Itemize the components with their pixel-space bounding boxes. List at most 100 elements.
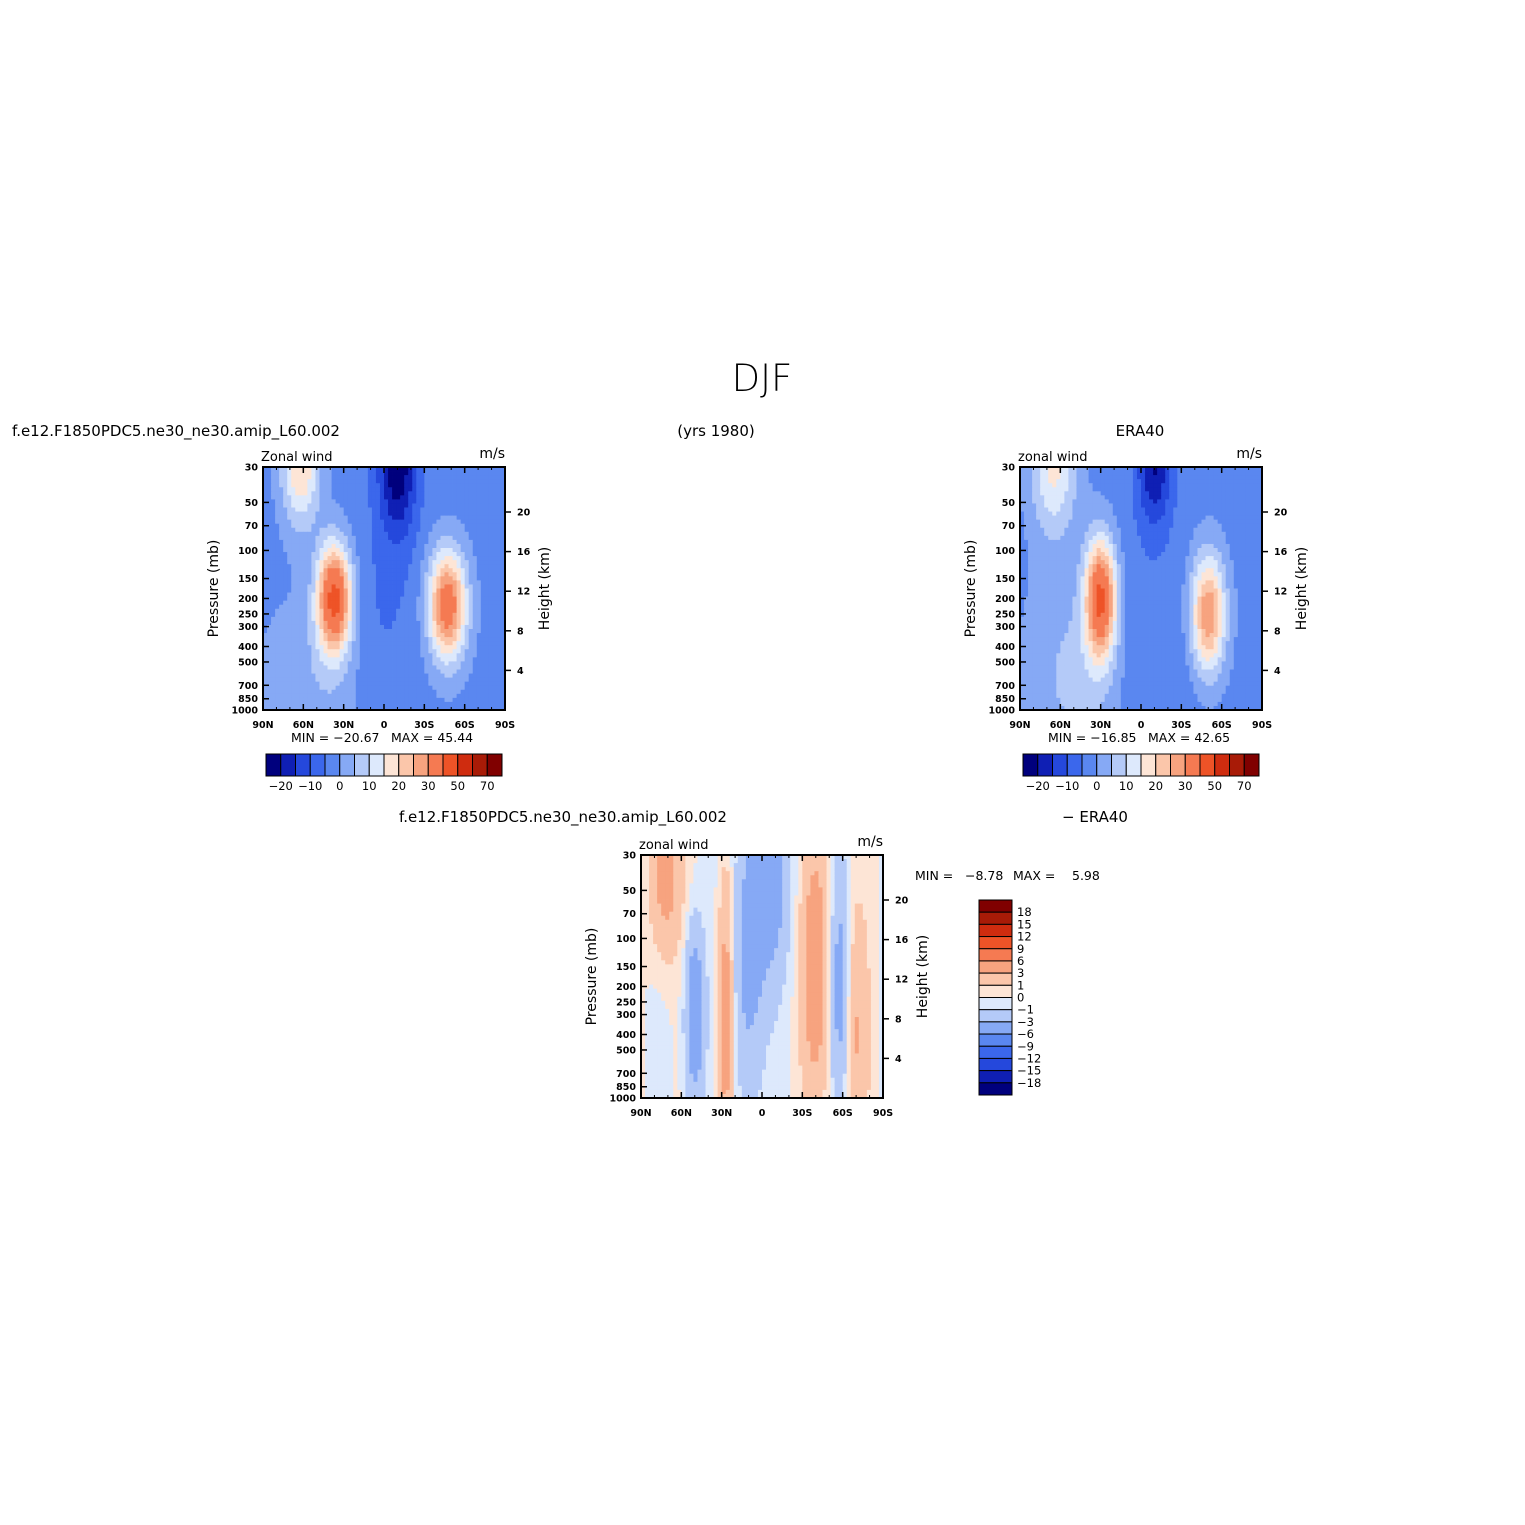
colorbar-swatch: [383, 753, 400, 777]
heatmap-cell: [295, 677, 300, 683]
heatmap-cell: [359, 523, 365, 529]
heatmap-cell: [476, 503, 482, 508]
height-tick-label: 4: [517, 666, 524, 677]
heatmap-cell: [1076, 475, 1081, 480]
heatmap-cell: [295, 483, 300, 488]
heatmap-cell: [335, 669, 341, 674]
heatmap-cell: [279, 604, 284, 610]
heatmap-cell: [424, 592, 429, 597]
heatmap-cell: [303, 552, 308, 557]
heatmap-cell: [291, 556, 296, 561]
heatmap-cell: [488, 499, 494, 504]
heatmap-cell: [408, 543, 413, 549]
heatmap-cell: [267, 596, 272, 602]
heatmap-cell: [456, 592, 462, 597]
heatmap-cell: [1084, 527, 1089, 533]
heatmap-cell: [1104, 527, 1110, 533]
heatmap-cell: [1189, 523, 1194, 529]
heatmap-cell: [460, 689, 466, 695]
heatmap-cell: [420, 637, 425, 642]
heatmap-cell: [392, 535, 397, 541]
heatmap-cell: [1249, 467, 1255, 472]
heatmap-cell: [468, 608, 474, 614]
heatmap-cell: [1048, 531, 1053, 537]
heatmap-cell: [351, 568, 357, 573]
heatmap-cell: [1124, 499, 1130, 504]
heatmap-cell: [392, 548, 397, 553]
heatmap-cell: [275, 637, 280, 642]
heatmap-cell: [375, 519, 381, 525]
heatmap-cell: [367, 637, 373, 642]
heatmap-cell: [1173, 479, 1178, 484]
heatmap-cell: [355, 499, 361, 504]
heatmap-cell: [448, 697, 453, 703]
heatmap-cell: [444, 685, 449, 691]
heatmap-cell: [1233, 531, 1239, 537]
heatmap-cell: [1036, 499, 1041, 504]
heatmap-cell: [1124, 483, 1130, 488]
heatmap-cell: [283, 645, 288, 650]
heatmap-cell: [404, 479, 409, 484]
heatmap-cell: [484, 535, 490, 541]
heatmap-cell: [291, 689, 296, 695]
heatmap-cell: [1217, 539, 1223, 545]
heatmap-cell: [1024, 471, 1029, 476]
heatmap-cell: [1197, 527, 1202, 533]
heatmap-cell: [1165, 471, 1170, 476]
heatmap-cell: [319, 604, 324, 610]
heatmap-cell: [1193, 535, 1198, 541]
heatmap-cell: [500, 657, 506, 662]
heatmap-cell: [271, 633, 276, 638]
heatmap-cell: [1169, 535, 1174, 541]
heatmap-cell: [287, 519, 292, 525]
heatmap-cell: [1136, 499, 1142, 504]
heatmap-cell: [500, 681, 506, 687]
colorbar-swatch: [324, 753, 341, 777]
heatmap-cell: [452, 580, 457, 585]
heatmap-cell: [323, 519, 328, 525]
heatmap-cell: [331, 467, 336, 472]
heatmap-cell: [392, 637, 397, 642]
heatmap-cell: [484, 548, 490, 553]
heatmap-cell: [440, 475, 445, 480]
heatmap-cell: [275, 543, 280, 549]
heatmap-cell: [500, 645, 506, 650]
heatmap-cell: [392, 560, 397, 565]
heatmap-cell: [1116, 531, 1122, 537]
heatmap-cell: [500, 483, 506, 488]
heatmap-cell: [275, 657, 280, 662]
heatmap-cell: [1056, 507, 1061, 512]
heatmap-cell: [488, 487, 494, 492]
heatmap-cell: [327, 548, 332, 553]
heatmap-cell: [1116, 487, 1122, 492]
heatmap-cell: [327, 600, 332, 606]
heatmap-cell: [452, 560, 457, 565]
heatmap-cell: [311, 677, 316, 683]
heatmap-cell: [339, 677, 345, 683]
heatmap-cell: [492, 491, 498, 496]
heatmap-cell: [323, 689, 328, 695]
heatmap-cell: [444, 665, 449, 670]
heatmap-cell: [1225, 535, 1231, 541]
heatmap-cell: [1141, 531, 1146, 537]
heatmap-cell: [480, 576, 486, 581]
heatmap-cell: [1076, 548, 1081, 553]
heatmap-cell: [444, 471, 449, 476]
heatmap-cell: [492, 604, 498, 610]
heatmap-cell: [1052, 519, 1057, 525]
heatmap-cell: [432, 661, 437, 666]
heatmap-cell: [283, 584, 288, 589]
heatmap-cell: [416, 596, 421, 602]
heatmap-cell: [396, 689, 401, 695]
heatmap-cell: [339, 479, 345, 484]
heatmap-cell: [367, 596, 373, 602]
heatmap-cell: [388, 661, 393, 666]
heatmap-cell: [299, 641, 304, 646]
heatmap-cell: [420, 572, 425, 577]
heatmap-cell: [1132, 475, 1138, 480]
heatmap-cell: [1169, 499, 1174, 504]
heatmap-cell: [1052, 548, 1057, 553]
heatmap-cell: [484, 649, 490, 654]
heatmap-cell: [275, 673, 280, 678]
heatmap-cell: [460, 556, 466, 561]
